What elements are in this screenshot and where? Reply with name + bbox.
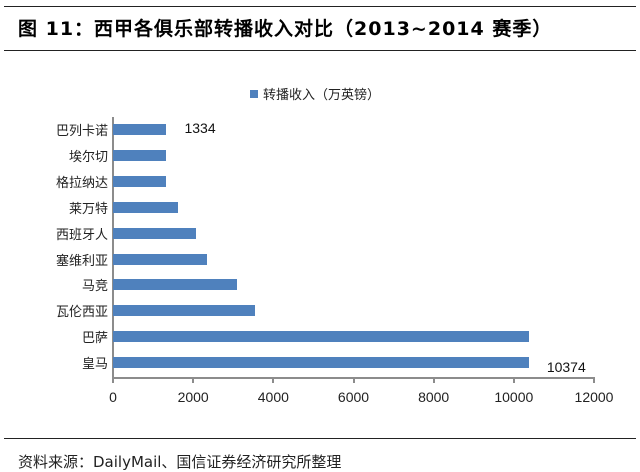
legend-label: 转播收入（万英镑）	[263, 88, 381, 103]
category-label: 格拉纳达	[55, 175, 108, 191]
title-rule	[4, 50, 636, 51]
category-label: 皇马	[81, 357, 108, 373]
x-tick	[112, 377, 114, 383]
category-label: 塞维利亚	[55, 253, 108, 269]
source-note: 资料来源：DailyMail、国信证券经济研究所整理	[18, 453, 342, 471]
bar	[113, 279, 237, 291]
bar	[113, 253, 207, 265]
x-tick	[352, 377, 355, 383]
x-tick-label: 4000	[257, 389, 289, 405]
bottom-rule	[4, 438, 636, 439]
bar	[113, 331, 529, 343]
x-tick-label: 0	[109, 389, 117, 405]
category-label: 西班牙人	[55, 227, 108, 243]
bar	[113, 149, 166, 161]
bar	[113, 175, 166, 187]
figure-title: 图 11：西甲各俱乐部转播收入对比（2013~2014 赛季）	[18, 18, 553, 40]
x-tick	[272, 377, 275, 383]
top-rule	[4, 6, 636, 7]
category-label: 马竞	[81, 279, 108, 295]
x-tick-label: 8000	[418, 389, 450, 405]
bar	[113, 357, 529, 369]
data-label: 10374	[546, 359, 586, 376]
x-tick-label: 2000	[177, 389, 209, 405]
data-label: 1334	[184, 120, 216, 136]
bar-chart: 巴列卡诺 1334 埃尔切格拉纳达莱万特西班牙人塞维利亚马竞瓦伦西亚巴萨皇马 1037…	[55, 117, 614, 405]
x-tick	[192, 377, 195, 383]
category-label: 瓦伦西亚	[55, 305, 108, 321]
x-tick	[432, 377, 435, 383]
bar	[113, 124, 166, 135]
x-tick-label: 10000	[494, 389, 534, 405]
x-tick	[512, 377, 515, 383]
x-tick-label: 12000	[574, 389, 614, 405]
y-axis	[112, 117, 114, 379]
bar	[113, 227, 196, 239]
x-tick	[593, 377, 595, 383]
bar	[113, 305, 255, 317]
x-tick-label: 6000	[337, 389, 370, 405]
bar	[113, 201, 178, 213]
category-label: 莱万特	[68, 201, 108, 217]
category-label: 埃尔切	[68, 149, 108, 165]
legend-swatch-icon	[250, 89, 258, 98]
chart-legend: 转播收入（万英镑）	[250, 84, 380, 103]
category-label: 巴萨	[81, 331, 108, 347]
category-label: 巴列卡诺	[55, 124, 108, 139]
